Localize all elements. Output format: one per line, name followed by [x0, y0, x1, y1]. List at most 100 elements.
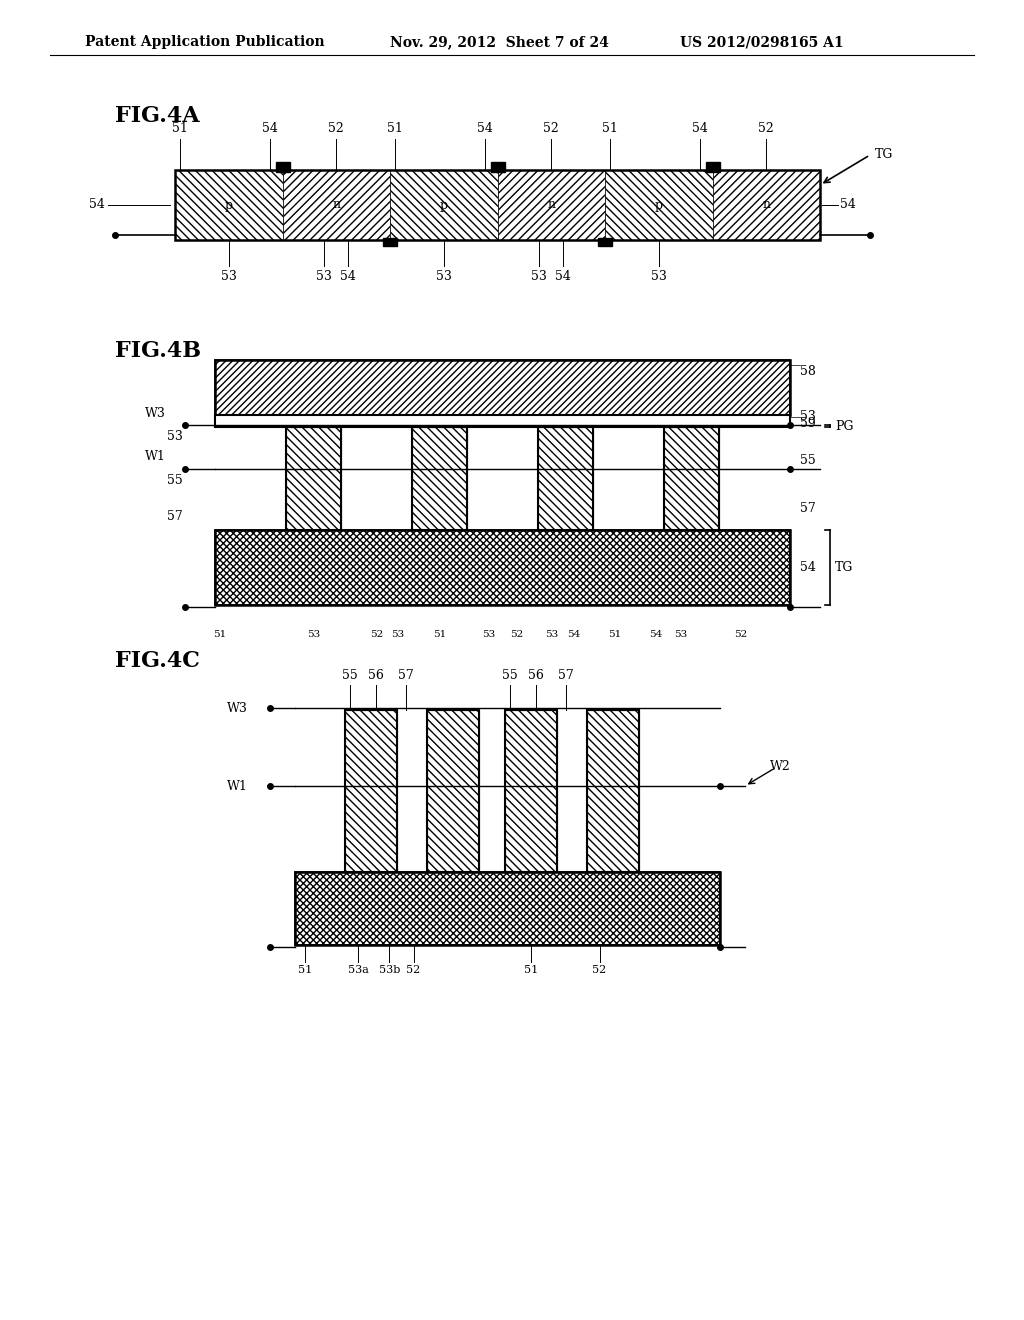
Text: 53: 53 — [221, 271, 237, 282]
Bar — [664, 426, 719, 531]
Text: 54: 54 — [476, 121, 493, 135]
Bar — [605, 170, 713, 240]
Bar — [490, 162, 505, 172]
Text: W1: W1 — [145, 450, 166, 463]
Text: 54: 54 — [340, 271, 356, 282]
Text: 54: 54 — [691, 121, 708, 135]
Text: 55: 55 — [167, 474, 182, 487]
Text: Nov. 29, 2012  Sheet 7 of 24: Nov. 29, 2012 Sheet 7 of 24 — [390, 36, 609, 49]
Text: 52: 52 — [544, 121, 559, 135]
Text: 57: 57 — [558, 669, 573, 682]
Bar — [498, 170, 605, 240]
Bar — [215, 360, 790, 414]
Bar — [598, 238, 612, 246]
Text: 58: 58 — [800, 366, 816, 378]
Bar — [283, 170, 390, 240]
Text: 52: 52 — [329, 121, 344, 135]
Bar — [215, 531, 790, 605]
Text: n: n — [762, 198, 770, 211]
Bar — [295, 873, 720, 945]
Text: 51: 51 — [433, 630, 446, 639]
Text: 53: 53 — [545, 630, 558, 639]
Text: FIG.4B: FIG.4B — [115, 341, 201, 362]
Text: 52: 52 — [592, 965, 606, 975]
Text: 53: 53 — [651, 271, 667, 282]
Text: 51: 51 — [602, 121, 618, 135]
Text: FIG.4C: FIG.4C — [115, 649, 200, 672]
Bar — [215, 414, 790, 426]
Bar — [505, 710, 557, 873]
Text: n: n — [547, 198, 555, 211]
Text: 56: 56 — [528, 669, 544, 682]
Text: W3: W3 — [227, 701, 248, 714]
Bar — [175, 170, 820, 240]
Text: 57: 57 — [167, 510, 182, 523]
Bar — [505, 710, 557, 873]
Text: TG: TG — [874, 149, 893, 161]
Text: 52: 52 — [759, 121, 774, 135]
Text: 54: 54 — [840, 198, 856, 211]
Text: 54: 54 — [567, 630, 581, 639]
Bar — [427, 710, 479, 873]
Text: 54: 54 — [649, 630, 663, 639]
Text: Patent Application Publication: Patent Application Publication — [85, 36, 325, 49]
Text: 56: 56 — [369, 669, 384, 682]
Bar — [664, 426, 719, 531]
Text: 59: 59 — [800, 417, 816, 430]
Text: 57: 57 — [800, 502, 816, 515]
Text: 51: 51 — [213, 630, 226, 639]
Bar — [390, 170, 498, 240]
Text: 54: 54 — [555, 271, 571, 282]
Text: 54: 54 — [262, 121, 278, 135]
Text: n: n — [332, 198, 340, 211]
Text: W1: W1 — [227, 780, 248, 792]
Text: 53a: 53a — [347, 965, 369, 975]
Bar — [587, 710, 639, 873]
Text: 53: 53 — [167, 430, 183, 444]
Bar — [412, 426, 467, 531]
Text: 57: 57 — [398, 669, 414, 682]
Text: 53b: 53b — [379, 965, 400, 975]
Bar — [275, 162, 290, 172]
Text: 51: 51 — [298, 965, 312, 975]
Bar — [215, 531, 790, 605]
Text: 52: 52 — [510, 630, 523, 639]
Text: p: p — [224, 198, 232, 211]
Bar — [713, 170, 820, 240]
Text: W3: W3 — [145, 407, 166, 420]
Text: 51: 51 — [607, 630, 621, 639]
Text: 55: 55 — [800, 454, 816, 466]
Text: 54: 54 — [800, 561, 816, 574]
Text: p: p — [654, 198, 663, 211]
Bar — [215, 360, 790, 414]
Text: 52: 52 — [407, 965, 421, 975]
Bar — [286, 426, 341, 531]
Bar — [345, 710, 397, 873]
Bar — [538, 426, 593, 531]
Bar — [286, 426, 341, 531]
Text: 54: 54 — [89, 198, 105, 211]
Bar — [175, 170, 283, 240]
Text: TG: TG — [835, 561, 853, 574]
Text: p: p — [439, 198, 447, 211]
Text: 53: 53 — [800, 411, 816, 422]
Bar — [345, 710, 397, 873]
Text: PG: PG — [835, 420, 853, 433]
Text: 52: 52 — [733, 630, 746, 639]
Text: 52: 52 — [370, 630, 383, 639]
Bar — [706, 162, 720, 172]
Bar — [538, 426, 593, 531]
Bar — [427, 710, 479, 873]
Text: 53: 53 — [307, 630, 321, 639]
Text: 53: 53 — [481, 630, 495, 639]
Bar — [412, 426, 467, 531]
Text: 51: 51 — [387, 121, 403, 135]
Text: 55: 55 — [342, 669, 358, 682]
Text: 51: 51 — [524, 965, 539, 975]
Text: W2: W2 — [770, 759, 791, 772]
Text: 53: 53 — [316, 271, 332, 282]
Text: 53: 53 — [674, 630, 687, 639]
Bar — [383, 238, 397, 246]
Text: US 2012/0298165 A1: US 2012/0298165 A1 — [680, 36, 844, 49]
Text: 53: 53 — [436, 271, 452, 282]
